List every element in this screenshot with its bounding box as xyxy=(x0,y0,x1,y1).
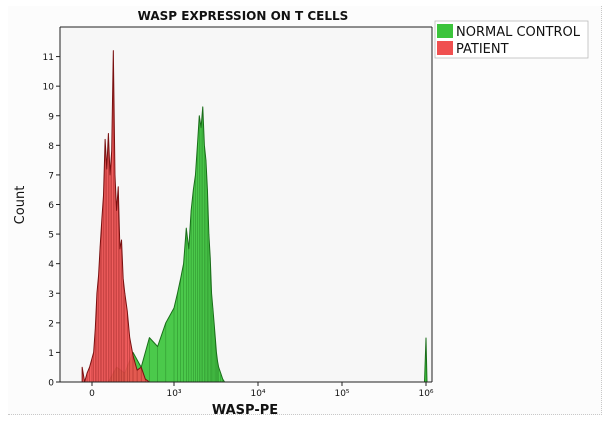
x-axis-ticks: 0 10³ 10⁴ 10⁵ 10⁶ xyxy=(89,382,434,399)
x-tick-label: 10⁵ xyxy=(334,389,349,399)
series-area-normal-control xyxy=(107,106,227,383)
y-axis-label: Count xyxy=(13,186,28,225)
x-tick-label: 10³ xyxy=(166,389,181,399)
y-tick-label: 11 xyxy=(43,53,54,63)
legend-swatch-normal-control xyxy=(437,24,453,38)
x-axis-label: WASP-PE xyxy=(212,403,278,418)
series-layer xyxy=(81,50,428,383)
y-tick-label: 10 xyxy=(43,83,55,93)
y-tick-label: 8 xyxy=(48,142,54,152)
y-tick-label: 4 xyxy=(48,260,54,270)
x-tick-label: 0 xyxy=(89,389,95,399)
legend-swatch-patient xyxy=(437,41,453,55)
y-tick-label: 3 xyxy=(48,290,54,300)
legend-box xyxy=(434,20,589,59)
y-tick-label: 7 xyxy=(48,171,54,181)
x-tick-label: 10⁶ xyxy=(418,389,433,399)
y-tick-label: 6 xyxy=(48,201,54,211)
legend: NORMAL CONTROL PATIENT xyxy=(434,20,589,59)
y-tick-label: 2 xyxy=(48,319,54,329)
y-tick-label: 0 xyxy=(48,379,54,389)
legend-label-patient: PATIENT xyxy=(456,42,509,57)
series-area-patient xyxy=(81,50,150,383)
y-tick-label: 9 xyxy=(48,112,54,122)
y-axis-ticks: 0 1 2 3 4 5 6 7 8 9 10 11 xyxy=(43,53,60,389)
y-tick-label: 1 xyxy=(48,349,54,359)
legend-label-normal-control: NORMAL CONTROL xyxy=(456,25,581,40)
chart-title: WASP EXPRESSION ON T CELLS xyxy=(138,9,349,23)
y-tick-label: 5 xyxy=(48,231,54,241)
x-tick-label: 10⁴ xyxy=(250,389,265,399)
